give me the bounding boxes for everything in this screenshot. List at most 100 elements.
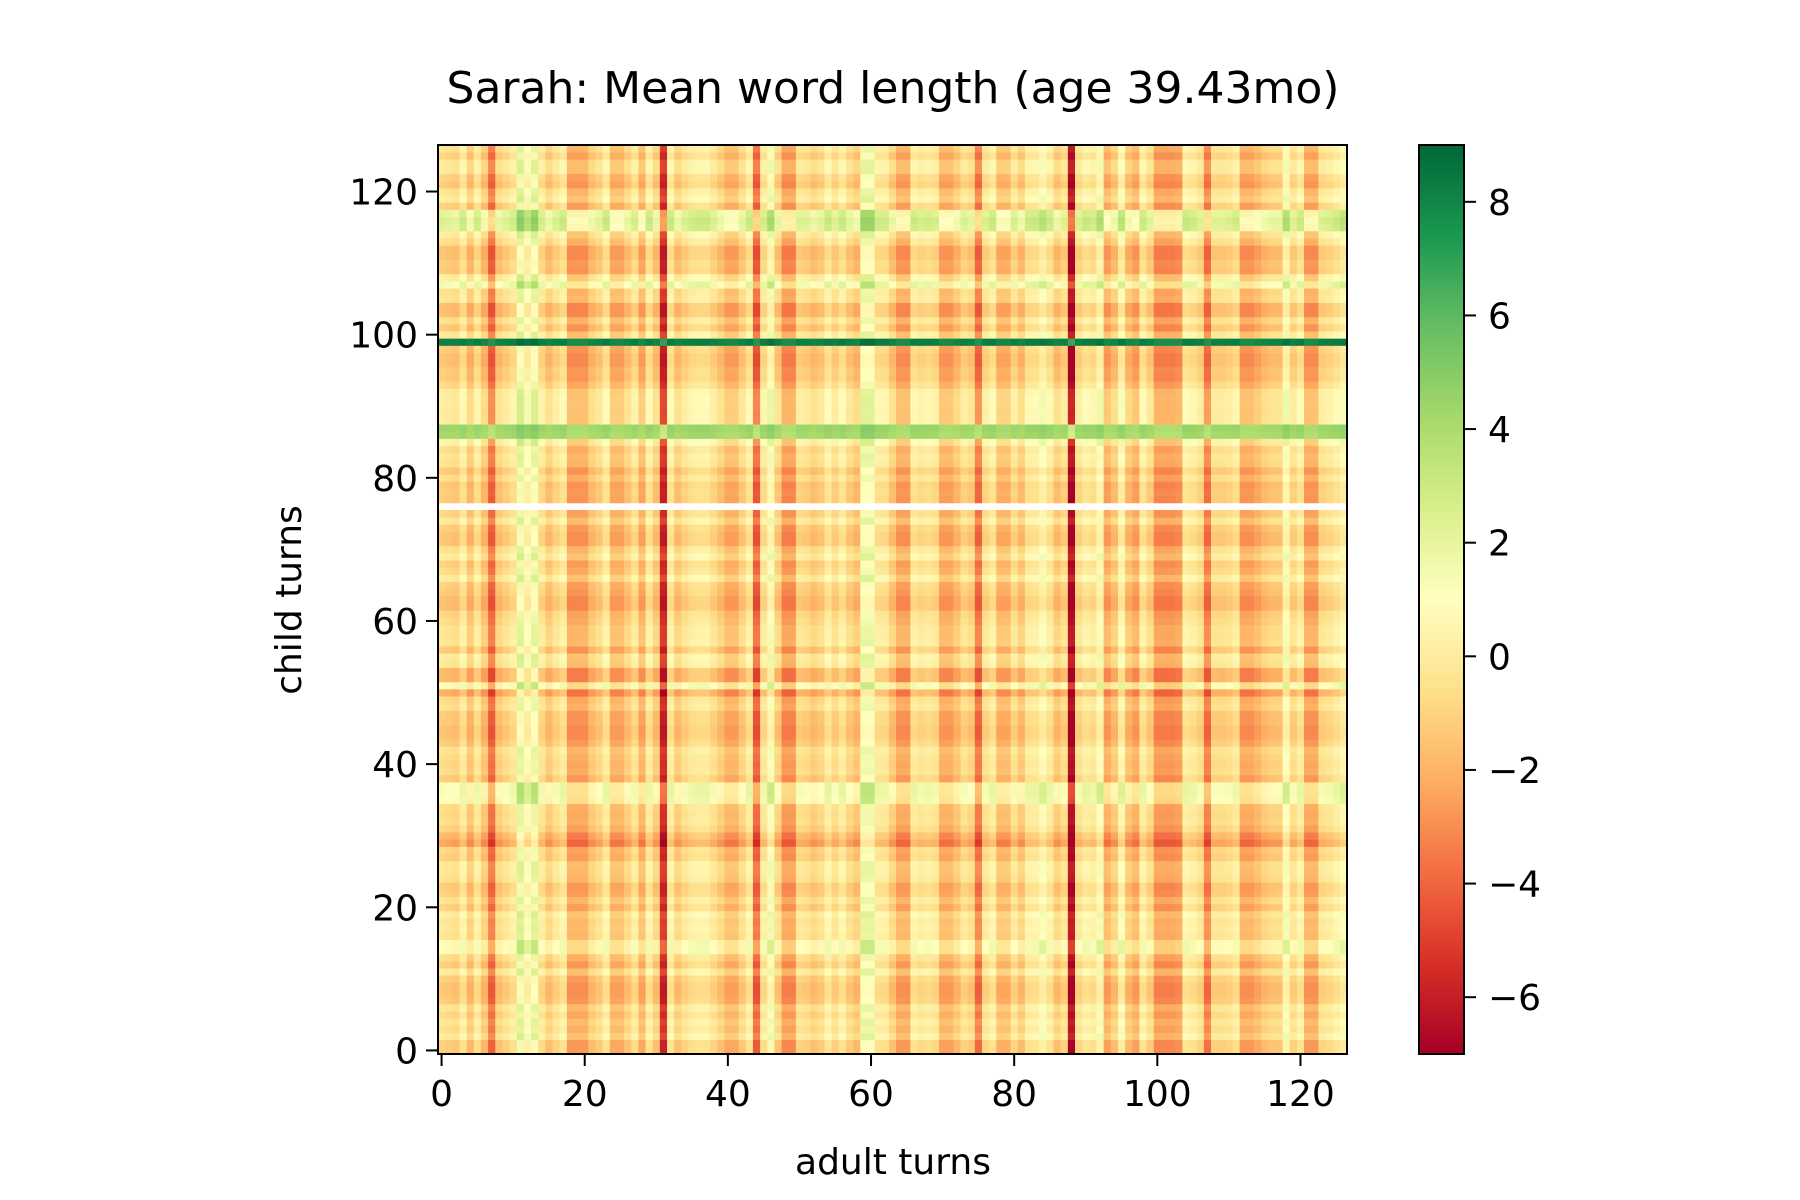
heatmap-cell bbox=[1089, 925, 1097, 933]
heatmap-cell bbox=[1003, 996, 1011, 1005]
heatmap-cell bbox=[581, 975, 589, 983]
heatmap-cell bbox=[588, 953, 596, 962]
heatmap-cell bbox=[502, 960, 510, 969]
heatmap-cell bbox=[1261, 839, 1269, 847]
heatmap-cell bbox=[495, 789, 503, 797]
heatmap-cell bbox=[910, 1011, 918, 1019]
heatmap-cell bbox=[1182, 1011, 1190, 1019]
heatmap-cell bbox=[939, 839, 947, 847]
heatmap-cell bbox=[1046, 910, 1054, 919]
heatmap-cell bbox=[573, 867, 582, 876]
heatmap-cell bbox=[609, 810, 618, 819]
heatmap-cell bbox=[731, 932, 740, 940]
heatmap-cell bbox=[559, 882, 568, 890]
heatmap-cell bbox=[502, 946, 510, 955]
heatmap-cell bbox=[588, 832, 596, 840]
heatmap-cell bbox=[817, 960, 825, 969]
heatmap-cell bbox=[1253, 989, 1262, 998]
heatmap-cell bbox=[960, 1039, 969, 1048]
heatmap-cell bbox=[738, 996, 747, 1005]
heatmap-cell bbox=[767, 982, 775, 990]
heatmap-cell bbox=[760, 1025, 768, 1033]
heatmap-cell bbox=[1261, 853, 1269, 862]
heatmap-cell bbox=[888, 853, 897, 862]
heatmap-cell bbox=[1189, 1046, 1198, 1055]
heatmap-cell bbox=[967, 960, 976, 969]
heatmap-cell bbox=[466, 960, 475, 969]
heatmap-cell bbox=[1032, 882, 1040, 890]
heatmap-cell bbox=[967, 953, 976, 962]
heatmap-cell bbox=[1268, 867, 1276, 876]
heatmap-cell bbox=[1175, 996, 1183, 1005]
heatmap-cell bbox=[824, 824, 833, 833]
heatmap-cell bbox=[1232, 960, 1241, 969]
heatmap-cell bbox=[1203, 810, 1212, 819]
heatmap-cell bbox=[459, 867, 468, 876]
heatmap-cell bbox=[745, 1011, 754, 1019]
heatmap-cell bbox=[1311, 1003, 1319, 1012]
heatmap-cell bbox=[1332, 896, 1341, 905]
heatmap-cell bbox=[888, 932, 897, 940]
heatmap-cell bbox=[616, 867, 625, 876]
heatmap-cell bbox=[1268, 839, 1276, 847]
heatmap-cell bbox=[845, 968, 854, 976]
heatmap-cell bbox=[1189, 1011, 1198, 1019]
heatmap-cell bbox=[1253, 1025, 1262, 1033]
heatmap-cell bbox=[731, 975, 740, 983]
heatmap-cell bbox=[495, 939, 503, 948]
heatmap-cell bbox=[960, 996, 969, 1005]
heatmap-cell bbox=[917, 896, 926, 905]
heatmap-cell bbox=[702, 1039, 711, 1048]
heatmap-cell bbox=[538, 918, 546, 926]
heatmap-cell bbox=[981, 1011, 990, 1019]
heatmap-cell bbox=[1211, 939, 1219, 948]
heatmap-cell bbox=[974, 839, 983, 847]
heatmap-cell bbox=[638, 774, 646, 783]
heatmap-cell bbox=[652, 1046, 661, 1055]
heatmap-cell bbox=[1189, 968, 1198, 976]
heatmap-cell bbox=[996, 1025, 1004, 1033]
heatmap-cell bbox=[1246, 896, 1255, 905]
heatmap-cell bbox=[1296, 996, 1305, 1005]
heatmap-cell bbox=[595, 1032, 604, 1041]
heatmap-cell bbox=[1132, 903, 1140, 912]
heatmap-cell bbox=[1261, 939, 1269, 948]
heatmap-cell bbox=[1239, 982, 1248, 990]
heatmap-cell bbox=[1053, 996, 1062, 1005]
heatmap-cell bbox=[495, 846, 503, 854]
heatmap-cell bbox=[674, 918, 682, 926]
heatmap-cell bbox=[967, 939, 976, 948]
heatmap-cell bbox=[1325, 889, 1334, 897]
heatmap-cell bbox=[1289, 1032, 1298, 1041]
heatmap-cell bbox=[638, 968, 646, 976]
heatmap-cell bbox=[1268, 953, 1276, 962]
heatmap-cell bbox=[810, 1011, 818, 1019]
heatmap-cell bbox=[1332, 882, 1341, 890]
heatmap-cell bbox=[724, 817, 732, 826]
heatmap-cell bbox=[652, 946, 661, 955]
heatmap-cell bbox=[810, 925, 818, 933]
heatmap-cell bbox=[1125, 960, 1133, 969]
heatmap-cell bbox=[860, 925, 868, 933]
heatmap-cell bbox=[967, 832, 976, 840]
heatmap-cell bbox=[1075, 910, 1083, 919]
heatmap-cell bbox=[1253, 824, 1262, 833]
heatmap-cell bbox=[473, 853, 482, 862]
heatmap-cell bbox=[1160, 796, 1169, 804]
heatmap-cell bbox=[817, 782, 825, 790]
heatmap-cell bbox=[960, 810, 969, 819]
heatmap-cell bbox=[1189, 932, 1198, 940]
heatmap-cell bbox=[731, 1025, 740, 1033]
heatmap-cell bbox=[724, 989, 732, 998]
heatmap-cell bbox=[781, 1039, 790, 1048]
heatmap-cell bbox=[638, 996, 646, 1005]
heatmap-cell bbox=[1139, 946, 1147, 955]
heatmap-cell bbox=[659, 953, 668, 962]
heatmap-cell bbox=[874, 1018, 883, 1026]
heatmap-cell bbox=[602, 1046, 611, 1055]
heatmap-cell bbox=[638, 860, 646, 869]
heatmap-cell bbox=[1318, 968, 1326, 976]
heatmap-cell bbox=[645, 939, 654, 948]
heatmap-cell bbox=[652, 925, 661, 933]
heatmap-cell bbox=[1160, 1003, 1169, 1012]
